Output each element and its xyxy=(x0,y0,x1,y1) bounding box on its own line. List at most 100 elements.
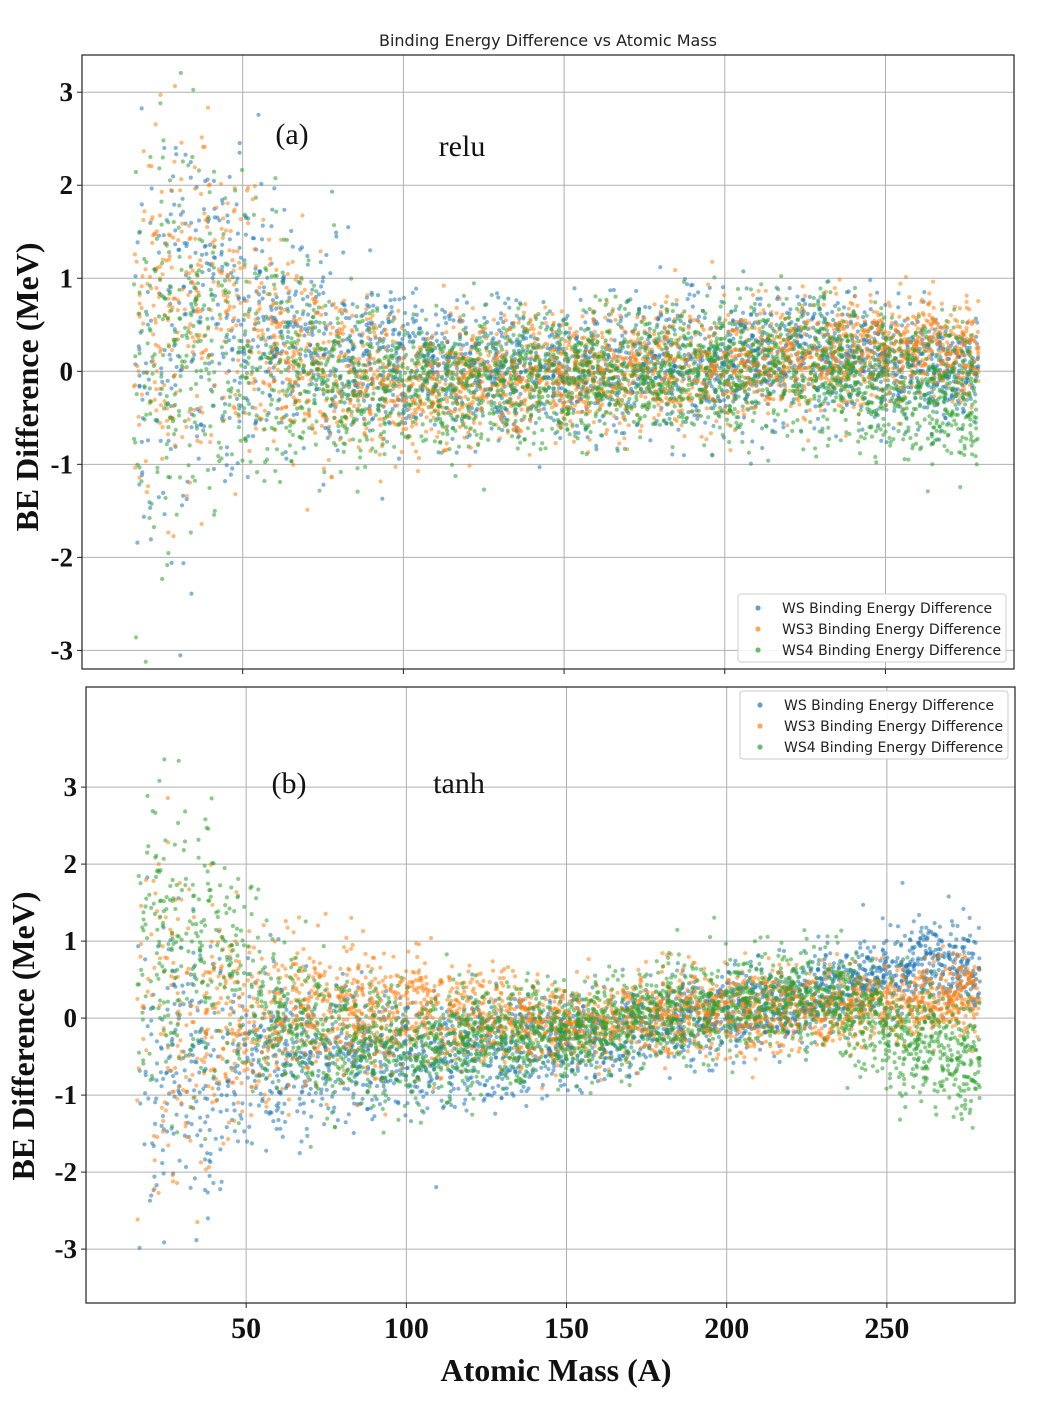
data-point xyxy=(247,448,252,454)
data-point xyxy=(853,333,858,338)
data-point xyxy=(413,449,419,454)
data-point xyxy=(415,469,421,474)
data-point xyxy=(871,309,876,314)
data-point xyxy=(251,380,256,385)
data-point xyxy=(391,332,396,337)
data-point xyxy=(916,427,921,432)
data-point xyxy=(397,370,402,375)
data-point xyxy=(279,420,284,425)
data-point xyxy=(404,416,409,421)
data-point xyxy=(429,427,434,432)
data-point xyxy=(220,235,225,240)
data-point xyxy=(320,279,325,284)
data-point xyxy=(329,474,334,479)
data-point xyxy=(154,229,159,234)
data-point xyxy=(931,305,936,310)
data-point xyxy=(255,290,260,295)
data-point xyxy=(690,304,695,309)
data-point xyxy=(457,407,462,412)
data-point xyxy=(216,321,221,326)
data-point xyxy=(365,348,370,353)
data-point xyxy=(865,354,870,359)
data-point xyxy=(939,301,944,306)
data-point xyxy=(262,408,267,413)
data-point xyxy=(800,284,805,289)
data-point xyxy=(516,320,521,325)
data-point xyxy=(806,365,811,370)
data-point xyxy=(157,420,163,425)
data-point xyxy=(153,317,158,322)
data-point xyxy=(290,388,295,393)
data-point xyxy=(954,344,959,349)
data-point xyxy=(253,317,258,322)
data-point xyxy=(568,326,573,331)
data-point xyxy=(654,316,659,321)
data-point xyxy=(272,286,277,291)
data-point xyxy=(214,205,219,210)
data-point xyxy=(228,472,233,477)
data-point xyxy=(472,341,478,346)
data-point xyxy=(925,405,930,410)
data-point xyxy=(861,315,866,320)
data-point xyxy=(195,306,200,311)
data-point xyxy=(618,313,623,318)
data-point xyxy=(165,378,170,383)
data-point xyxy=(305,262,310,267)
data-point xyxy=(401,356,406,361)
data-point xyxy=(280,380,285,385)
data-point xyxy=(218,316,223,321)
data-point xyxy=(287,288,292,293)
data-point xyxy=(707,334,712,339)
data-point xyxy=(226,307,231,312)
data-point xyxy=(688,317,693,322)
data-point xyxy=(196,218,202,223)
data-point xyxy=(494,291,500,296)
data-point xyxy=(394,351,399,356)
data-point xyxy=(528,419,533,424)
data-point xyxy=(414,318,419,323)
data-point xyxy=(686,353,691,358)
data-point xyxy=(261,217,266,222)
data-point xyxy=(760,445,765,451)
data-point xyxy=(846,306,851,311)
data-point xyxy=(377,452,382,457)
data-point xyxy=(178,188,183,193)
data-point xyxy=(542,316,547,321)
data-point xyxy=(271,439,276,444)
data-point xyxy=(173,372,178,377)
data-point xyxy=(245,474,250,480)
data-point xyxy=(567,367,572,372)
data-point xyxy=(302,287,307,292)
data-point xyxy=(292,379,297,384)
data-point xyxy=(187,223,192,228)
data-point xyxy=(210,261,215,266)
data-point xyxy=(883,302,888,308)
data-point xyxy=(195,407,200,412)
data-point xyxy=(522,330,527,335)
data-point xyxy=(361,343,366,348)
data-point xyxy=(368,248,373,253)
data-point xyxy=(458,389,463,395)
data-point xyxy=(282,207,287,212)
data-point xyxy=(442,315,447,320)
data-point xyxy=(397,384,402,389)
data-point xyxy=(388,298,393,303)
data-point xyxy=(330,189,335,194)
data-point xyxy=(141,149,146,154)
data-point xyxy=(774,311,779,316)
data-point xyxy=(954,406,960,411)
data-point xyxy=(219,249,224,254)
data-point xyxy=(341,408,346,413)
data-point xyxy=(846,289,851,294)
data-point xyxy=(173,145,178,150)
data-point xyxy=(153,122,158,127)
data-point xyxy=(806,318,811,323)
data-point xyxy=(176,238,181,243)
data-point xyxy=(572,403,578,408)
data-point xyxy=(533,420,539,425)
data-point xyxy=(934,410,939,415)
data-point xyxy=(760,349,765,354)
data-point xyxy=(136,369,141,374)
data-point xyxy=(560,400,566,406)
data-point xyxy=(303,322,308,327)
